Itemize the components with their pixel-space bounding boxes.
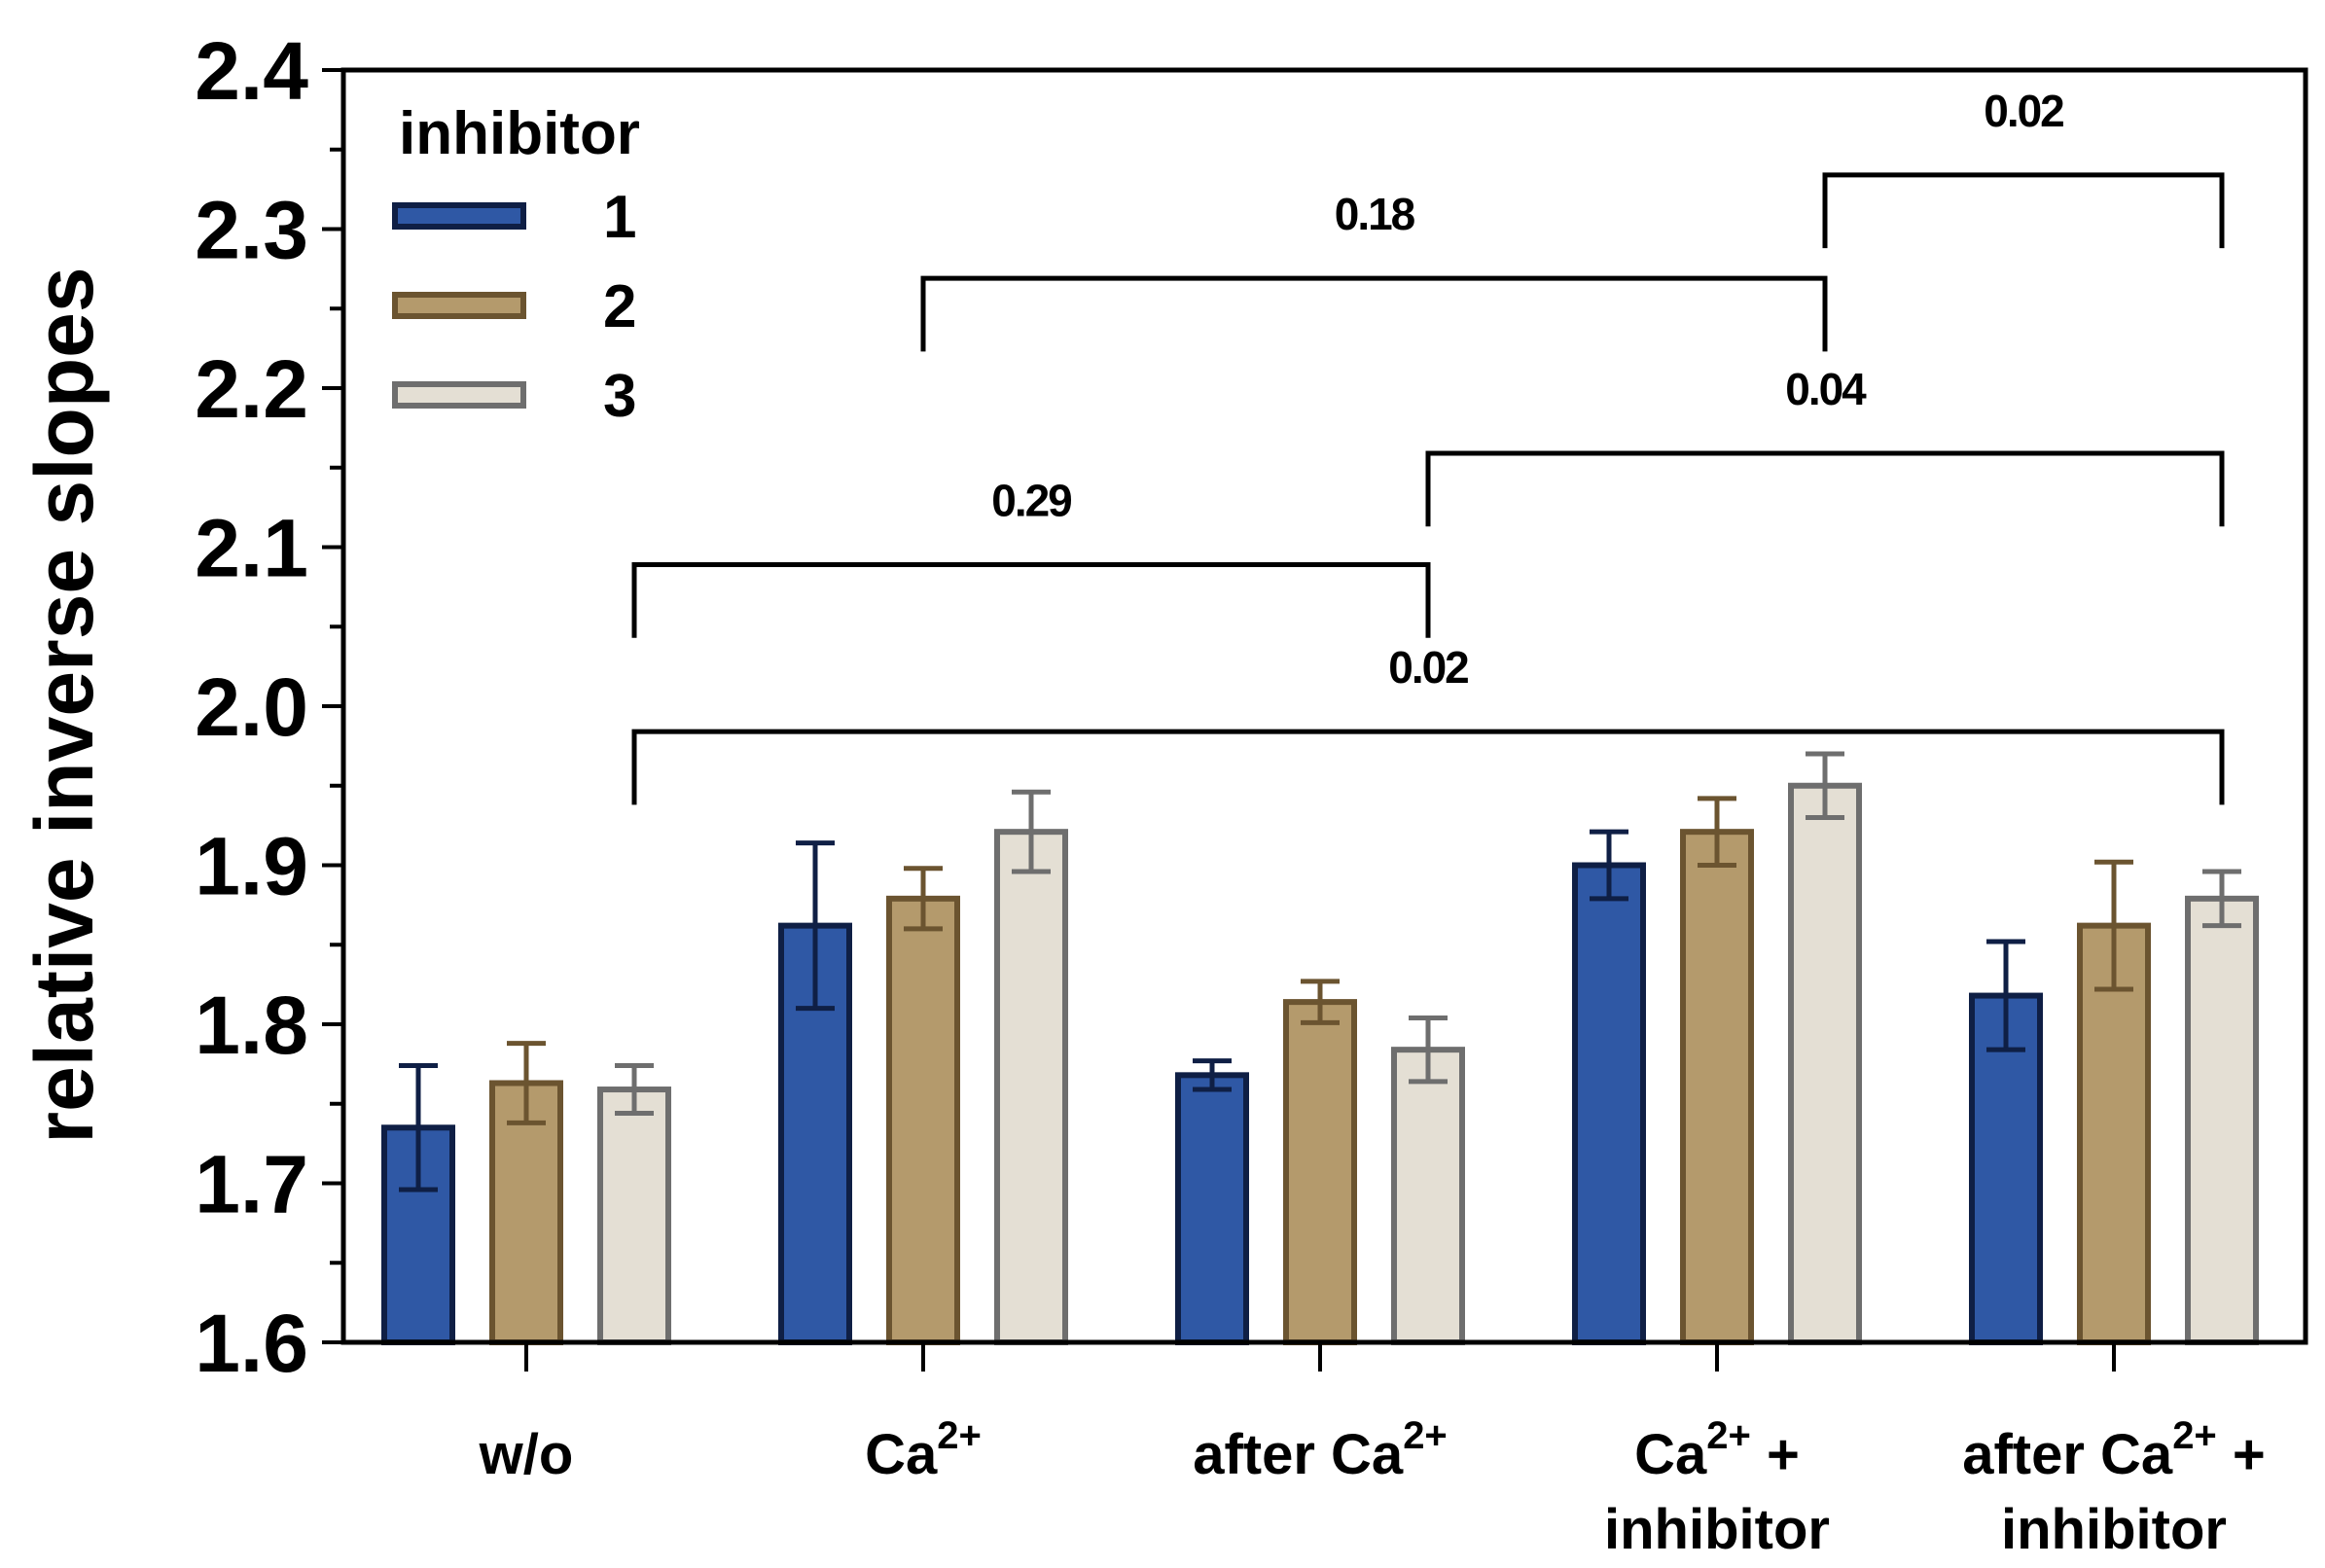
error-bar-series-3-cat-2 [1409,1015,1448,1085]
error-bar-series-3-cat-0 [615,1063,654,1117]
significance-brackets: 0.02 0.18 0.04 0.29 0.02 [631,86,2225,805]
y-tick-label: 1.8 [195,980,308,1071]
x-tick-label-4: after Ca2+ + [1962,1414,2266,1486]
error-bar-series-2-cat-0 [507,1041,546,1125]
y-tick-label: 1.6 [195,1298,308,1389]
bracket-label-1: 0.18 [1335,189,1415,239]
x-tick-label-superscript: 2+ [1706,1414,1751,1457]
x-tick-label-text: after Ca [1962,1423,2173,1486]
bar-series-2-cat-2 [1283,999,1357,1345]
x-tick-label-superscript: 2+ [2172,1414,2217,1457]
bracket-line-0 [1822,172,2225,249]
bar-series-3-cat-4 [2185,895,2259,1346]
bracket-line-4 [631,729,2225,805]
bar-series-3-cat-2 [1391,1047,1465,1346]
legend-swatch-2 [392,292,526,319]
legend: inhibitor 1 2 3 [392,100,640,430]
legend-label-1: 1 [603,184,636,251]
y-tick-label: 2.0 [195,661,308,753]
x-tick-label-superscript: 2+ [1403,1414,1448,1457]
y-tick-label: 2.4 [195,25,308,117]
error-bar-series-3-cat-4 [2202,869,2241,929]
bar-series-3-cat-0 [597,1087,671,1346]
legend-title: inhibitor [399,100,640,167]
legend-label-3: 3 [603,363,636,430]
y-tick-label: 2.3 [195,185,308,276]
bar-series-2-cat-3 [1680,829,1754,1345]
x-tick-label-3: Ca2+ + [1634,1414,1800,1486]
legend-swatch-3 [392,381,526,409]
x-tick-label-tail: + [2217,1423,2266,1486]
legend-swatch-1 [392,202,526,230]
error-bar-series-3-cat-3 [1806,751,1844,820]
bracket-label-2: 0.04 [1785,364,1867,414]
x-tick-label-0: w/o [479,1423,574,1486]
y-tick-label: 2.2 [195,343,308,435]
error-bar-series-1-cat-3 [1590,829,1628,902]
bracket-label-3: 0.29 [991,475,1071,525]
x-tick-label-line2-4: inhibitor [2001,1498,2227,1561]
bracket-line-3 [631,561,1431,638]
error-bar-series-2-cat-3 [1698,796,1736,868]
legend-label-2: 2 [603,273,636,340]
bar-series-2-cat-4 [2077,922,2151,1345]
y-axis-label: relative inverse slopes [18,267,110,1143]
error-bar-series-3-cat-1 [1012,789,1051,874]
x-tick-label-tail: + [1751,1423,1800,1486]
error-bar-series-1-cat-0 [399,1063,438,1193]
x-tick-label-text: after Ca [1193,1423,1404,1486]
bar-series-1-cat-2 [1175,1072,1249,1345]
bar-series-2-cat-0 [489,1080,563,1345]
y-axis: 1.6 1.7 1.8 1.9 2.0 2.1 2.2 2.3 2.4 [195,25,343,1389]
error-bar-series-1-cat-1 [796,840,835,1012]
error-bar-series-2-cat-1 [904,866,943,932]
bar-series-3-cat-1 [994,829,1068,1345]
bar-series-2-cat-1 [886,895,960,1346]
y-tick-label: 1.9 [195,821,308,912]
bar-series-1-cat-3 [1572,862,1646,1345]
x-tick-label-text: w/o [479,1423,574,1486]
error-bar-series-2-cat-2 [1301,979,1340,1025]
x-tick-label-line2-3: inhibitor [1604,1498,1830,1561]
error-bar-series-1-cat-4 [1986,939,2025,1052]
x-tick-label-text: Ca [865,1423,938,1486]
x-tick-label-1: Ca2+​ [865,1414,982,1486]
y-tick-label: 1.7 [195,1139,308,1230]
x-tick-label-2: after Ca2+​ [1193,1414,1448,1486]
bracket-label-4: 0.02 [1388,642,1468,693]
chart-marks [381,751,2259,1346]
x-tick-label-superscript: 2+ [937,1414,982,1457]
bracket-label-0: 0.02 [1984,86,2063,136]
y-tick-label: 2.1 [195,503,308,594]
error-bar-series-2-cat-4 [2094,859,2133,992]
bar-series-3-cat-3 [1788,782,1862,1345]
bracket-line-2 [1425,450,2225,527]
bracket-line-1 [920,275,1828,352]
error-bar-series-1-cat-2 [1193,1058,1232,1092]
x-tick-label-text: Ca [1634,1423,1707,1486]
